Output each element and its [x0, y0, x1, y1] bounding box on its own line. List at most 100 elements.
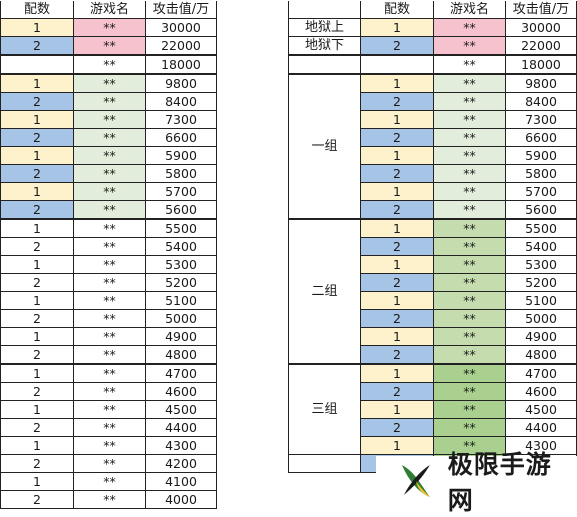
table-row: 2 ** 5200 — [289, 273, 577, 292]
name-cell: ** — [433, 182, 506, 201]
name-cell: ** — [433, 54, 506, 75]
pair-cell: 2 — [0, 454, 74, 473]
value-cell: 18000 — [505, 54, 577, 75]
group-label-empty — [288, 54, 361, 75]
pair-cell: 1 — [0, 110, 74, 129]
table-row: 2 ** 5000 — [0, 309, 217, 328]
name-cell: ** — [73, 92, 146, 111]
table-row: 1 ** 5300 — [289, 255, 577, 274]
pair-cell: 2 — [0, 418, 74, 437]
group-header — [288, 1, 361, 19]
pair-cell: 2 — [0, 490, 74, 509]
table-row: 1 ** 5100 — [289, 291, 577, 310]
pair-cell: 2 — [0, 36, 74, 56]
name-cell: ** — [73, 454, 146, 473]
pair-cell: 1 — [0, 363, 74, 383]
pair-cell: 1 — [0, 255, 74, 274]
value-cell: 4500 — [505, 400, 577, 419]
name-cell: ** — [433, 18, 506, 37]
table-row: 2 ** 6600 — [289, 128, 577, 147]
value-cell: 9800 — [505, 73, 577, 93]
value-cell: 8400 — [505, 92, 577, 111]
name-cell: ** — [433, 36, 506, 56]
table-row: 2 ** 6600 — [0, 128, 217, 147]
value-cell: 4400 — [505, 418, 577, 437]
name-cell: ** — [433, 128, 506, 147]
pair-cell: 1 — [360, 400, 434, 419]
table-row: 1 ** 7300 — [289, 110, 577, 129]
group-label-group2: 二组 — [288, 218, 361, 365]
value-cell: 5800 — [145, 164, 217, 183]
value-cell: 30000 — [145, 18, 217, 37]
pair-cell: 1 — [0, 182, 74, 201]
value-cell: 4200 — [145, 454, 217, 473]
pair-cell: 2 — [0, 345, 74, 365]
value-cell: 4800 — [505, 345, 577, 365]
table-row: 1 ** 4900 — [289, 327, 577, 346]
name-cell: ** — [73, 309, 146, 328]
pair-cell: 2 — [360, 418, 434, 437]
value-cell: 5900 — [505, 146, 577, 165]
group-label-group1: 一组 — [288, 73, 361, 220]
value-cell: 18000 — [145, 54, 217, 75]
group-cell — [288, 454, 361, 473]
pair-cell: 2 — [360, 92, 434, 111]
name-cell: ** — [433, 400, 506, 419]
table-row: 1 ** 4300 — [0, 436, 217, 455]
name-cell: ** — [73, 237, 146, 256]
name-cell: ** — [433, 418, 506, 437]
name-cell: ** — [73, 436, 146, 455]
value-cell: 5300 — [505, 255, 577, 274]
name-cell: ** — [73, 255, 146, 274]
pair-cell: 1 — [360, 73, 434, 93]
pair-cell — [0, 54, 74, 75]
value-cell: 5400 — [145, 237, 217, 256]
name-cell: ** — [433, 255, 506, 274]
pair-cell: 1 — [0, 18, 74, 37]
name-cell: ** — [73, 327, 146, 346]
value-cell: 22000 — [145, 36, 217, 56]
value-cell: 30000 — [505, 18, 577, 37]
value-cell: 5300 — [145, 255, 217, 274]
value-cell: 5100 — [145, 291, 217, 310]
table-row: 2 ** 5400 — [0, 237, 217, 256]
name-cell: ** — [73, 164, 146, 183]
value-cell: 4300 — [145, 436, 217, 455]
table-row: 1 ** 9800 — [0, 73, 217, 93]
pair-cell: 2 — [360, 309, 434, 328]
name-cell: ** — [433, 273, 506, 292]
name-cell: ** — [73, 291, 146, 310]
table-row: 1 ** 4900 — [0, 327, 217, 346]
watermark-text: 极限手游网 — [447, 449, 552, 515]
table-row: 1 ** 4100 — [0, 472, 217, 491]
table-row: 2 ** 5200 — [0, 273, 217, 292]
pair-cell: 2 — [360, 200, 434, 220]
value-cell: 22000 — [505, 36, 577, 56]
name-cell: ** — [73, 128, 146, 147]
pair-cell: 2 — [0, 200, 74, 220]
pair-cell: 2 — [360, 382, 434, 401]
name-cell: ** — [73, 146, 146, 165]
table-row: ** 18000 — [288, 54, 577, 75]
value-cell: 4900 — [145, 327, 217, 346]
table-row: 2 ** 5800 — [289, 164, 577, 183]
name-cell: ** — [433, 73, 506, 93]
table-row: 2 ** 8400 — [289, 92, 577, 111]
pair-cell — [360, 54, 434, 75]
value-cell: 5000 — [505, 309, 577, 328]
pair-cell: 1 — [0, 327, 74, 346]
pair-cell: 2 — [0, 128, 74, 147]
value-cell: 5500 — [145, 218, 217, 238]
table-row: 1 ** 4500 — [289, 400, 577, 419]
name-cell: ** — [73, 54, 146, 75]
name-cell: ** — [433, 110, 506, 129]
table-row: 2 ** 4200 — [0, 454, 217, 473]
table-row: 2 ** 4800 — [0, 345, 217, 365]
pair-cell: 1 — [0, 218, 74, 238]
right-grouped-table: 配数 游戏名 攻击值/万 地狱上 1 ** 30000 地狱下 2 ** 22000 ** 18000 一… — [288, 1, 577, 473]
pair-cell: 1 — [0, 146, 74, 165]
table-row: 2 ** 5800 — [0, 164, 217, 183]
value-cell: 5500 — [505, 218, 577, 238]
name-header: 游戏名 — [73, 1, 146, 19]
table-row: 1 ** 30000 — [0, 18, 217, 37]
